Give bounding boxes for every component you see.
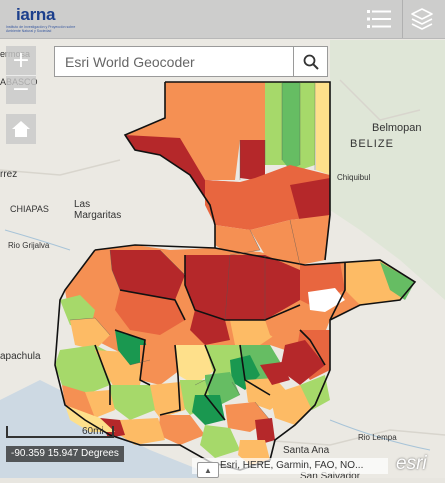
southern-region[interactable]: [55, 245, 415, 465]
search-input[interactable]: [55, 47, 294, 76]
home-icon: [12, 121, 30, 137]
map-attribution[interactable]: Esri, HERE, Garmin, FAO, NO...: [192, 458, 388, 474]
legend-list-button[interactable]: [360, 0, 398, 38]
logo-subtitle: Instituto de Investigación y Proyección …: [6, 25, 76, 33]
coordinate-readout: -90.359 15.947 Degrees: [6, 446, 124, 462]
peten-region[interactable]: [125, 82, 330, 265]
label-chiquibul: Chiquibul: [337, 173, 371, 182]
zoom-in-button[interactable]: +: [6, 46, 36, 76]
layers-icon: [411, 8, 433, 30]
zoom-control: + −: [6, 46, 36, 104]
scale-bar: [6, 426, 114, 438]
zoom-out-button[interactable]: −: [11, 77, 31, 102]
scale-label: 60mi: [82, 426, 104, 437]
esri-logo: esri: [396, 453, 427, 474]
search-icon: [303, 54, 319, 70]
label-san-salvador: San Salvador: [300, 471, 361, 478]
label-margaritas: Margaritas: [74, 210, 121, 221]
label-rio-grijalva: Rio Grijalva: [8, 241, 50, 250]
label-apachula: apachula: [0, 351, 41, 362]
app-header: iarna Instituto de Investigación y Proye…: [0, 0, 445, 39]
attribution-toggle[interactable]: ▲: [197, 462, 219, 478]
layers-button[interactable]: [402, 0, 441, 38]
label-rrez: rrez: [0, 169, 17, 180]
label-santa-ana: Santa Ana: [283, 445, 330, 456]
chevron-up-icon: ▲: [204, 465, 212, 475]
iarna-logo[interactable]: iarna Instituto de Investigación y Proye…: [2, 3, 75, 35]
department-borders: [54, 81, 417, 471]
home-button[interactable]: [6, 114, 36, 144]
label-chiapas: CHIAPAS: [10, 204, 49, 214]
logo-text: iarna: [16, 5, 56, 24]
list-icon: [367, 10, 391, 28]
search-box: [54, 46, 328, 77]
label-belize: BELIZE: [350, 138, 394, 150]
search-button[interactable]: [293, 47, 327, 76]
label-las: Las: [74, 199, 90, 210]
label-belmopan: Belmopan: [372, 122, 422, 134]
label-rio-lempa: Rio Lempa: [358, 433, 397, 442]
municipal-borders: [69, 82, 316, 421]
